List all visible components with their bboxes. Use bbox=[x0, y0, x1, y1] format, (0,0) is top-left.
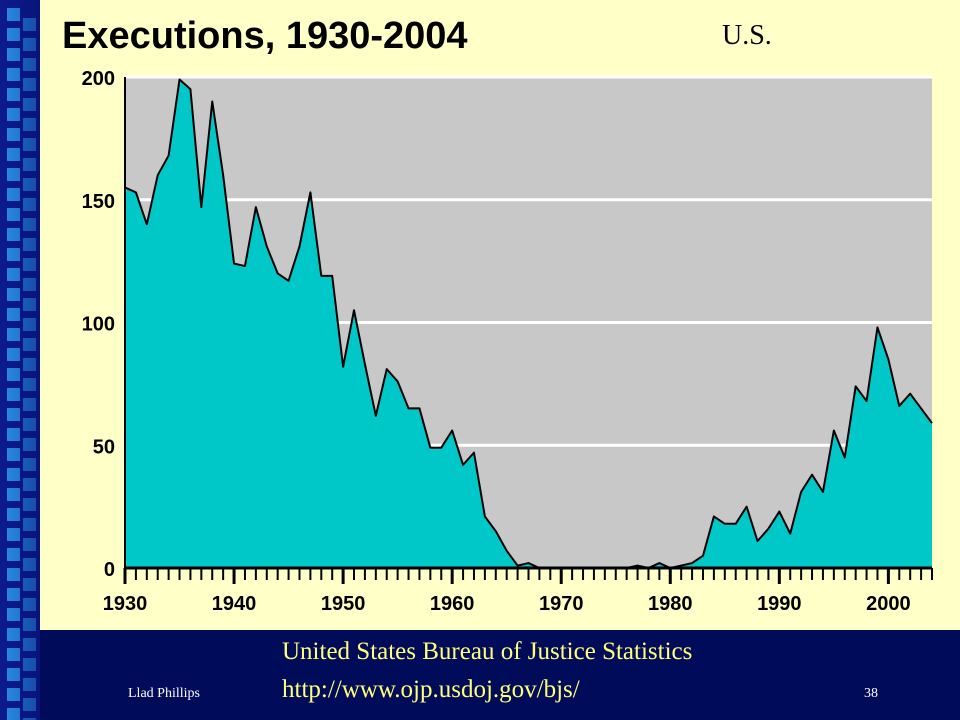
strip-square bbox=[7, 508, 20, 521]
strip-square bbox=[23, 358, 36, 371]
strip-square bbox=[7, 648, 20, 661]
left-decorative-strip bbox=[0, 0, 40, 720]
strip-square bbox=[23, 98, 36, 111]
strip-square bbox=[7, 388, 20, 401]
strip-square bbox=[23, 218, 36, 231]
strip-square bbox=[7, 48, 20, 61]
strip-square bbox=[7, 248, 20, 261]
strip-square bbox=[7, 528, 20, 541]
x-tick-label: 1970 bbox=[539, 593, 584, 615]
strip-square bbox=[7, 208, 20, 221]
strip-square bbox=[7, 408, 20, 421]
strip-square bbox=[23, 718, 36, 720]
plot-area: 0 50 100 150 200 1930 1940 1950 1960 1970 1980 1990… bbox=[82, 68, 933, 615]
x-tick-label: 1940 bbox=[212, 593, 257, 615]
author-label: Llad Phillips bbox=[128, 686, 200, 701]
strip-square bbox=[23, 278, 36, 291]
strip-square bbox=[7, 68, 20, 81]
strip-square bbox=[23, 78, 36, 91]
y-tick-label: 200 bbox=[82, 68, 115, 90]
strip-square bbox=[23, 638, 36, 651]
x-tick-label: 1950 bbox=[321, 593, 366, 615]
y-tick-label: 0 bbox=[104, 559, 115, 581]
strip-square bbox=[23, 498, 36, 511]
x-tick-label: 1960 bbox=[430, 593, 475, 615]
strip-square bbox=[23, 398, 36, 411]
strip-square bbox=[23, 118, 36, 131]
strip-square bbox=[23, 318, 36, 331]
strip-square bbox=[23, 58, 36, 71]
strip-square bbox=[7, 128, 20, 141]
source-url-link[interactable]: http://www.ojp.usdoj.gov/bjs/ bbox=[282, 676, 580, 703]
strip-square bbox=[23, 38, 36, 51]
chart-title: Executions, 1930-2004 bbox=[62, 15, 468, 57]
strip-square bbox=[23, 378, 36, 391]
strip-square bbox=[7, 308, 20, 321]
x-tick-label: 2000 bbox=[866, 593, 911, 615]
executions-chart: Executions, 1930-2004 0 50 100 150 200 1930 19… bbox=[62, 15, 933, 615]
x-tick-label: 1990 bbox=[757, 593, 802, 615]
y-tick-label: 50 bbox=[93, 436, 115, 458]
strip-square bbox=[23, 658, 36, 671]
strip-square bbox=[23, 198, 36, 211]
strip-square bbox=[7, 468, 20, 481]
source-name: United States Bureau of Justice Statisti… bbox=[282, 638, 693, 665]
strip-square bbox=[7, 188, 20, 201]
strip-square bbox=[7, 688, 20, 701]
strip-square bbox=[7, 668, 20, 681]
strip-square bbox=[7, 88, 20, 101]
page-number: 38 bbox=[864, 686, 878, 701]
strip-square bbox=[23, 178, 36, 191]
strip-square bbox=[7, 268, 20, 281]
strip-square bbox=[7, 28, 20, 41]
y-tick-label: 150 bbox=[82, 191, 115, 213]
strip-square bbox=[23, 438, 36, 451]
strip-square bbox=[23, 558, 36, 571]
x-tick-label: 1930 bbox=[103, 593, 148, 615]
strip-square bbox=[23, 578, 36, 591]
strip-square bbox=[7, 568, 20, 581]
strip-square bbox=[23, 698, 36, 711]
strip-square bbox=[7, 428, 20, 441]
strip-square bbox=[23, 238, 36, 251]
strip-square bbox=[7, 288, 20, 301]
strip-square bbox=[7, 448, 20, 461]
region-label: U.S. bbox=[722, 20, 772, 51]
strip-square bbox=[23, 538, 36, 551]
strip-square bbox=[7, 628, 20, 641]
strip-square bbox=[23, 518, 36, 531]
strip-square bbox=[7, 548, 20, 561]
slide-panel: Executions, 1930-2004 0 50 100 150 200 1930 19… bbox=[40, 0, 960, 630]
strip-square bbox=[7, 588, 20, 601]
y-tick-label: 100 bbox=[82, 314, 115, 336]
strip-square bbox=[23, 458, 36, 471]
strip-square bbox=[7, 348, 20, 361]
strip-square bbox=[7, 168, 20, 181]
strip-square bbox=[23, 138, 36, 151]
strip-square bbox=[23, 618, 36, 631]
executions-line bbox=[124, 78, 933, 569]
strip-square bbox=[7, 328, 20, 341]
strip-square bbox=[23, 598, 36, 611]
x-tick-label: 1980 bbox=[648, 593, 693, 615]
strip-square bbox=[7, 488, 20, 501]
strip-square bbox=[23, 478, 36, 491]
strip-square bbox=[7, 228, 20, 241]
executions-area bbox=[125, 79, 932, 568]
strip-square bbox=[7, 108, 20, 121]
strip-square bbox=[7, 8, 20, 21]
strip-square bbox=[23, 298, 36, 311]
strip-square bbox=[7, 708, 20, 720]
strip-square bbox=[23, 18, 36, 31]
strip-square bbox=[7, 148, 20, 161]
strip-square bbox=[7, 608, 20, 621]
strip-square bbox=[7, 368, 20, 381]
strip-square bbox=[23, 678, 36, 691]
strip-square bbox=[23, 338, 36, 351]
strip-square bbox=[23, 418, 36, 431]
bottom-left-panel bbox=[40, 630, 114, 720]
strip-shade bbox=[0, 0, 40, 720]
strip-square bbox=[23, 158, 36, 171]
strip-square bbox=[23, 258, 36, 271]
